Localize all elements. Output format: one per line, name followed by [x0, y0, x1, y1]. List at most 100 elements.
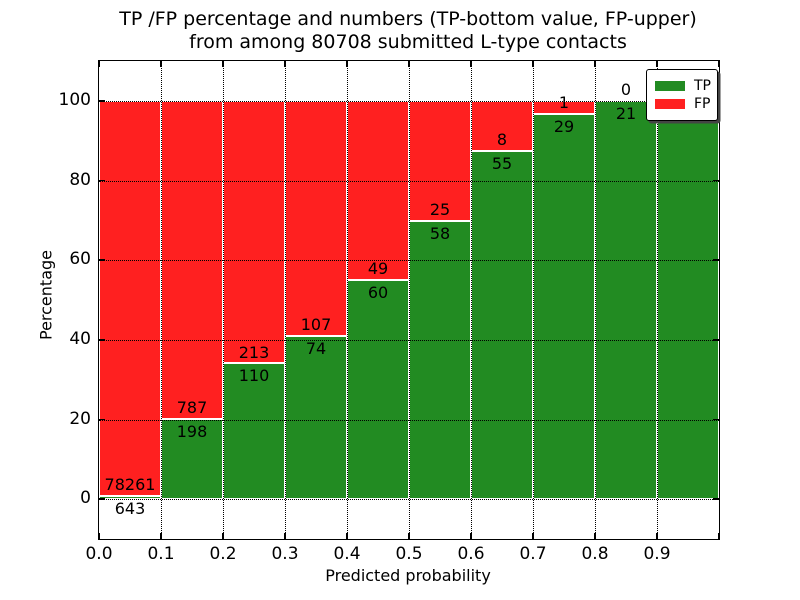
x-tick-mark	[594, 61, 596, 67]
x-tick-label: 0.8	[581, 544, 609, 564]
y-axis-label: Percentage	[36, 249, 56, 341]
x-tick-label: 0.4	[333, 544, 361, 564]
bar-segment-fp	[409, 100, 471, 221]
gridline-vertical	[657, 61, 658, 539]
x-tick-mark	[160, 533, 162, 539]
x-tick-mark	[532, 61, 534, 67]
x-tick-label: 0.5	[395, 544, 423, 564]
x-tick-mark	[408, 61, 410, 67]
x-tick-mark	[160, 61, 162, 67]
fp-count-label: 49	[367, 258, 389, 278]
x-tick-mark	[718, 61, 720, 67]
x-tick-mark	[718, 533, 720, 539]
tp-count-label: 198	[176, 422, 208, 442]
y-tick-mark	[99, 259, 105, 261]
bar-segment-fp	[285, 100, 347, 337]
bar-segment-tp	[347, 279, 409, 500]
tp-count-label: 74	[305, 339, 327, 359]
tp-count-label: 58	[429, 223, 451, 243]
x-tick-label: 0.6	[457, 544, 485, 564]
bar-segment-tp	[161, 419, 223, 500]
chart-title: TP /FP percentage and numbers (TP-bottom…	[98, 8, 718, 54]
fp-count-label: 107	[300, 315, 332, 335]
tp-count-label: 55	[491, 154, 513, 174]
legend: TP FP	[646, 69, 718, 121]
gridline-vertical	[347, 61, 348, 539]
fp-count-label: 787	[176, 398, 208, 418]
x-tick-mark	[284, 61, 286, 67]
x-tick-mark	[656, 61, 658, 67]
bar-segment-tp	[223, 363, 285, 500]
gridline-vertical	[409, 61, 410, 539]
tp-count-label: 110	[238, 366, 270, 386]
bar-segment-tp	[99, 495, 161, 500]
bar-segment-tp	[285, 336, 347, 500]
y-tick-mark	[99, 339, 105, 341]
y-tick-mark	[713, 498, 719, 500]
tp-count-label: 29	[553, 117, 575, 137]
x-tick-mark	[656, 533, 658, 539]
bar-segment-tp	[471, 151, 533, 500]
x-tick-label: 0.2	[209, 544, 237, 564]
x-tick-label: 0.0	[85, 544, 113, 564]
x-tick-mark	[284, 533, 286, 539]
legend-label-fp: FP	[694, 96, 711, 112]
x-tick-mark	[470, 61, 472, 67]
gridline-vertical	[285, 61, 286, 539]
gridline-vertical	[595, 61, 596, 539]
y-tick-label: 80	[69, 169, 91, 190]
x-tick-mark	[346, 61, 348, 67]
bar-segment-tp	[657, 100, 719, 500]
fp-count-label: 25	[429, 199, 451, 219]
y-tick-mark	[99, 418, 105, 421]
x-tick-label: 0.9	[643, 544, 671, 564]
y-tick-label: 0	[80, 488, 91, 509]
x-tick-label: 0.3	[271, 544, 299, 564]
x-tick-label: 0.7	[519, 544, 547, 564]
bar-segment-fp	[99, 100, 161, 496]
x-tick-mark	[532, 533, 534, 539]
bar-segment-fp	[347, 100, 409, 280]
bar-segment-tp	[533, 114, 595, 500]
bar-segment-tp	[409, 220, 471, 500]
legend-label-tp: TP	[694, 78, 711, 94]
bar-segment-fp	[223, 100, 285, 364]
plot-area: TP FP 0.0 0.1 0.2 0.3 0.4 0.5 0.6 0.7 0.8 0.9 0 20 4…	[59, 60, 720, 564]
y-tick-label: 20	[69, 408, 91, 429]
y-tick-mark	[713, 259, 719, 261]
y-tick-mark	[713, 179, 719, 182]
bar-segment-tp	[595, 100, 657, 500]
chart-title-line1: TP /FP percentage and numbers (TP-bottom…	[119, 8, 697, 30]
y-tick-mark	[99, 179, 105, 182]
y-tick-label: 100	[58, 89, 91, 110]
fp-count-label: 1	[558, 93, 570, 113]
tp-swatch-icon	[655, 81, 685, 91]
x-tick-mark	[594, 533, 596, 539]
y-tick-mark	[99, 498, 105, 500]
x-tick-mark	[470, 533, 472, 539]
fp-count-label: 8	[496, 130, 508, 150]
gridline-vertical	[471, 61, 472, 539]
legend-item-fp: FP	[655, 96, 711, 112]
tp-count-label: 643	[114, 498, 146, 518]
x-tick-mark	[346, 533, 348, 539]
gridline-vertical	[223, 61, 224, 539]
tp-count-label: 21	[615, 103, 637, 123]
fp-count-label: 0	[620, 79, 632, 99]
x-tick-mark	[98, 533, 100, 539]
y-tick-mark	[99, 100, 105, 102]
x-tick-label: 0.1	[147, 544, 175, 564]
x-tick-mark	[98, 61, 100, 67]
y-tick-mark	[713, 339, 719, 341]
y-tick-label: 40	[69, 328, 91, 349]
chart-title-line2: from among 80708 submitted L-type contac…	[189, 31, 627, 53]
fp-swatch-icon	[655, 99, 685, 109]
x-tick-mark	[222, 61, 224, 67]
fp-count-label: 213	[238, 342, 270, 362]
gridline-vertical	[533, 61, 534, 539]
y-tick-mark	[713, 418, 719, 421]
x-tick-mark	[222, 533, 224, 539]
x-axis-label: Predicted probability	[325, 566, 491, 585]
x-tick-mark	[408, 533, 410, 539]
